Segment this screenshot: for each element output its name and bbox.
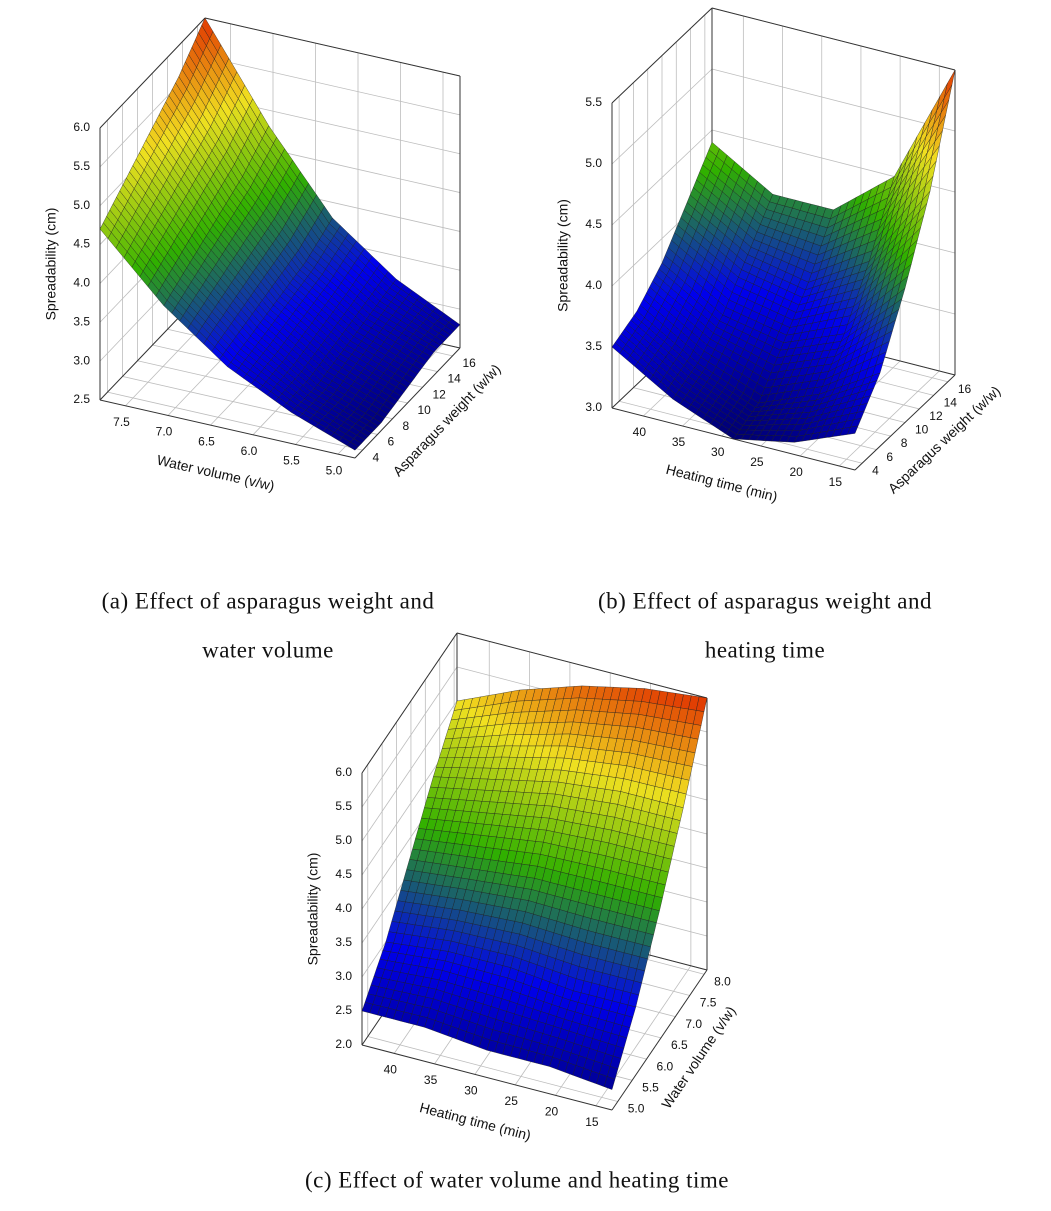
y-tick-label: 10 xyxy=(915,423,929,437)
z-tick-label: 3.5 xyxy=(73,314,90,328)
box-edge xyxy=(711,7,956,71)
grid-line xyxy=(204,56,461,116)
y-tick-label: 8.0 xyxy=(714,974,731,988)
z-tick-label: 2.5 xyxy=(335,1003,352,1017)
x-tick-label: 6.0 xyxy=(241,444,258,458)
y-tick-label: 6 xyxy=(388,435,395,449)
y-tick-label: 12 xyxy=(433,387,447,401)
y-tick-label: 5.0 xyxy=(628,1102,645,1116)
x-tick-label: 25 xyxy=(750,455,764,469)
z-tick-label: 2.5 xyxy=(73,392,90,406)
x-axis-title: Water volume (v/w) xyxy=(155,452,276,494)
x-tick-label: 5.5 xyxy=(283,454,300,468)
x-tick-label: 20 xyxy=(789,465,803,479)
z-tick-label: 3.0 xyxy=(73,353,90,367)
z-tick-label: 4.5 xyxy=(73,237,90,251)
z-tick-label: 5.5 xyxy=(335,799,352,813)
y-tick-label: 6.5 xyxy=(671,1038,688,1052)
z-tick-label: 3.0 xyxy=(585,400,602,414)
grid-line xyxy=(361,666,458,808)
box-edge xyxy=(99,17,206,129)
x-tick-label: 15 xyxy=(585,1115,599,1129)
x-tick-label: 35 xyxy=(672,435,686,449)
x-tick-label: 30 xyxy=(464,1084,478,1098)
z-tick-label: 4.0 xyxy=(73,276,90,290)
x-tick-label: 15 xyxy=(829,475,843,489)
box-edge xyxy=(99,399,356,459)
y-tick-label: 5.5 xyxy=(642,1080,659,1094)
box-edge xyxy=(456,632,708,699)
y-tick-label: 6.0 xyxy=(657,1059,674,1073)
surface-patch xyxy=(346,441,359,451)
y-tick-label: 16 xyxy=(463,356,477,370)
x-tick-label: 35 xyxy=(424,1073,438,1087)
y-tick-label: 7.0 xyxy=(685,1017,702,1031)
caption-line: water volume xyxy=(202,637,334,662)
x-tick-label: 30 xyxy=(711,445,725,459)
y-tick-label: 7.5 xyxy=(700,996,717,1010)
box-edge xyxy=(611,7,713,104)
surface-chart: 2.0 2.5 3.0 3.5 4.0 4.5 5.0 5.5 6.0 40 35 30 25 20 15 5… xyxy=(305,632,739,1192)
z-tick-label: 5.0 xyxy=(73,198,90,212)
z-tick-label: 6.0 xyxy=(335,765,352,779)
z-tick-label: 3.0 xyxy=(335,969,352,983)
x-tick-label: 7.0 xyxy=(156,425,173,439)
y-tick-label: 4 xyxy=(872,463,879,477)
z-tick-label: 3.5 xyxy=(335,935,352,949)
box-edge xyxy=(361,1044,613,1111)
z-tick-label: 3.5 xyxy=(585,339,602,353)
surface-chart: 2.5 3.0 3.5 4.0 4.5 5.0 5.5 6.0 7.5 7.0 6.5 6.0 5.5 5… xyxy=(43,17,504,662)
y-tick-label: 8 xyxy=(901,436,908,450)
box-edge xyxy=(611,969,708,1111)
x-tick-label: 20 xyxy=(545,1104,559,1118)
y-tick-label: 14 xyxy=(944,396,958,410)
z-axis-title: Spreadability (cm) xyxy=(555,199,571,312)
y-tick-label: 14 xyxy=(448,372,462,386)
surface-patch xyxy=(847,425,859,435)
caption-line: (a) Effect of asparagus weight and xyxy=(102,588,435,613)
z-tick-label: 4.0 xyxy=(335,901,352,915)
grid-line xyxy=(367,1036,618,1102)
x-tick-label: 40 xyxy=(384,1063,398,1077)
y-tick-label: 10 xyxy=(418,403,432,417)
box-edge xyxy=(854,374,956,471)
grid-line xyxy=(361,700,458,842)
x-tick-label: 6.5 xyxy=(198,434,215,448)
x-tick-label: 5.0 xyxy=(326,463,343,477)
box-edge xyxy=(361,632,458,774)
z-tick-label: 4.5 xyxy=(335,867,352,881)
z-tick-label: 4.0 xyxy=(585,278,602,292)
grid-line xyxy=(711,68,956,132)
z-axis-title: Spreadability (cm) xyxy=(305,853,321,966)
x-tick-label: 25 xyxy=(505,1094,519,1108)
box-edge xyxy=(354,347,461,459)
z-tick-label: 4.5 xyxy=(585,217,602,231)
caption-line: heating time xyxy=(705,637,825,662)
y-tick-label: 8 xyxy=(403,419,410,433)
surface-patch xyxy=(604,1076,616,1090)
x-tick-label: 7.5 xyxy=(113,415,130,429)
z-tick-label: 6.0 xyxy=(73,120,90,134)
y-tick-label: 4 xyxy=(373,450,380,464)
z-axis-title: Spreadability (cm) xyxy=(43,208,59,321)
surface-chart: 3.0 3.5 4.0 4.5 5.0 5.5 40 35 30 25 20 15 468 1012141… xyxy=(555,7,1003,662)
box-edge xyxy=(204,17,461,77)
z-tick-label: 5.5 xyxy=(585,95,602,109)
y-tick-label: 16 xyxy=(958,382,972,396)
x-tick-label: 40 xyxy=(633,425,647,439)
caption-line: (c) Effect of water volume and heating t… xyxy=(305,1167,729,1192)
z-tick-label: 5.0 xyxy=(585,156,602,170)
z-tick-label: 5.0 xyxy=(335,833,352,847)
z-tick-label: 5.5 xyxy=(73,159,90,173)
grid-line xyxy=(107,391,363,451)
y-tick-label: 6 xyxy=(886,450,893,464)
y-tick-label: 12 xyxy=(929,409,943,423)
caption-line: (b) Effect of asparagus weight and xyxy=(598,588,932,613)
z-tick-label: 2.0 xyxy=(335,1037,352,1051)
